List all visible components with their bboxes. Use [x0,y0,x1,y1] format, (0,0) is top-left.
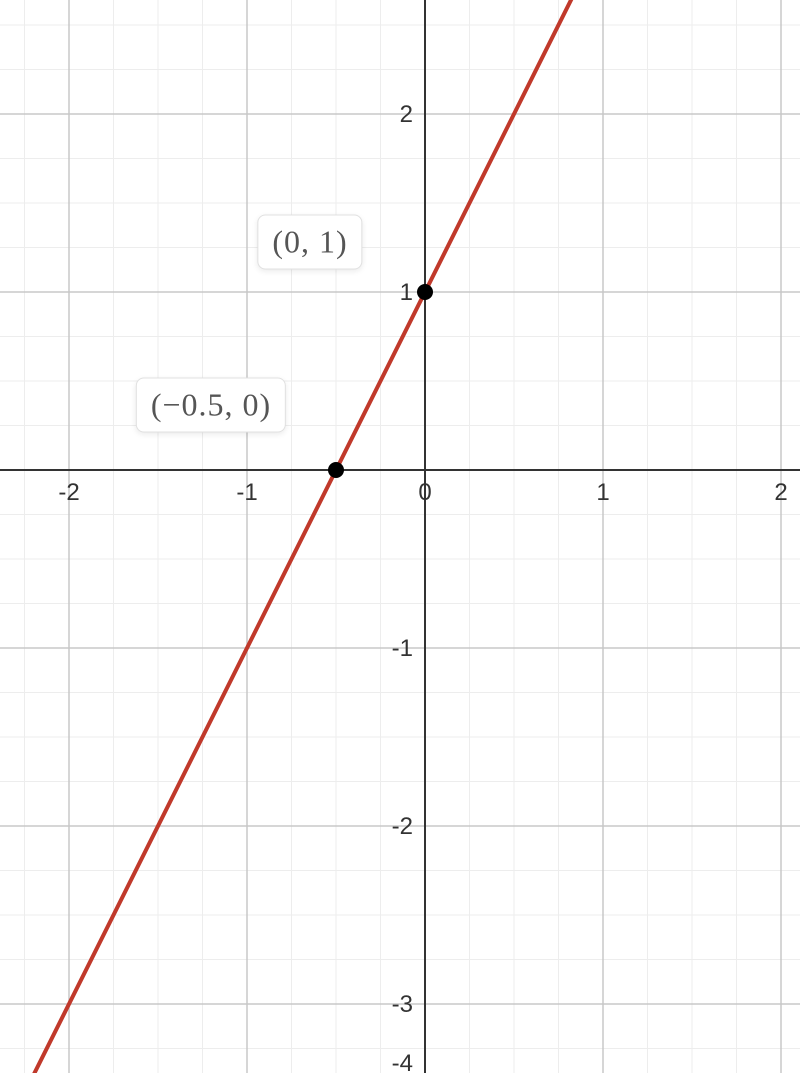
y-tick-label: -3 [392,991,413,1018]
point-label: (−0.5, 0) [136,378,286,433]
y-tick-label: -4 [392,1050,413,1073]
y-tick-label: -1 [392,635,413,662]
y-tick-label: -2 [392,813,413,840]
x-tick-label: 1 [596,479,609,506]
x-tick-label: 0 [418,479,431,506]
marked-point [417,284,433,300]
coordinate-plane: -2 -1 0 1 2 -3 -2 -1 1 2 -4 [0,0,800,1073]
plot-background [0,0,800,1073]
x-tick-label: -1 [236,479,257,506]
x-tick-label: -2 [58,479,79,506]
point-label: (0, 1) [257,215,362,270]
y-tick-label: 2 [400,101,413,128]
y-tick-label: 1 [400,279,413,306]
marked-point [328,462,344,478]
x-tick-label: 2 [774,479,787,506]
